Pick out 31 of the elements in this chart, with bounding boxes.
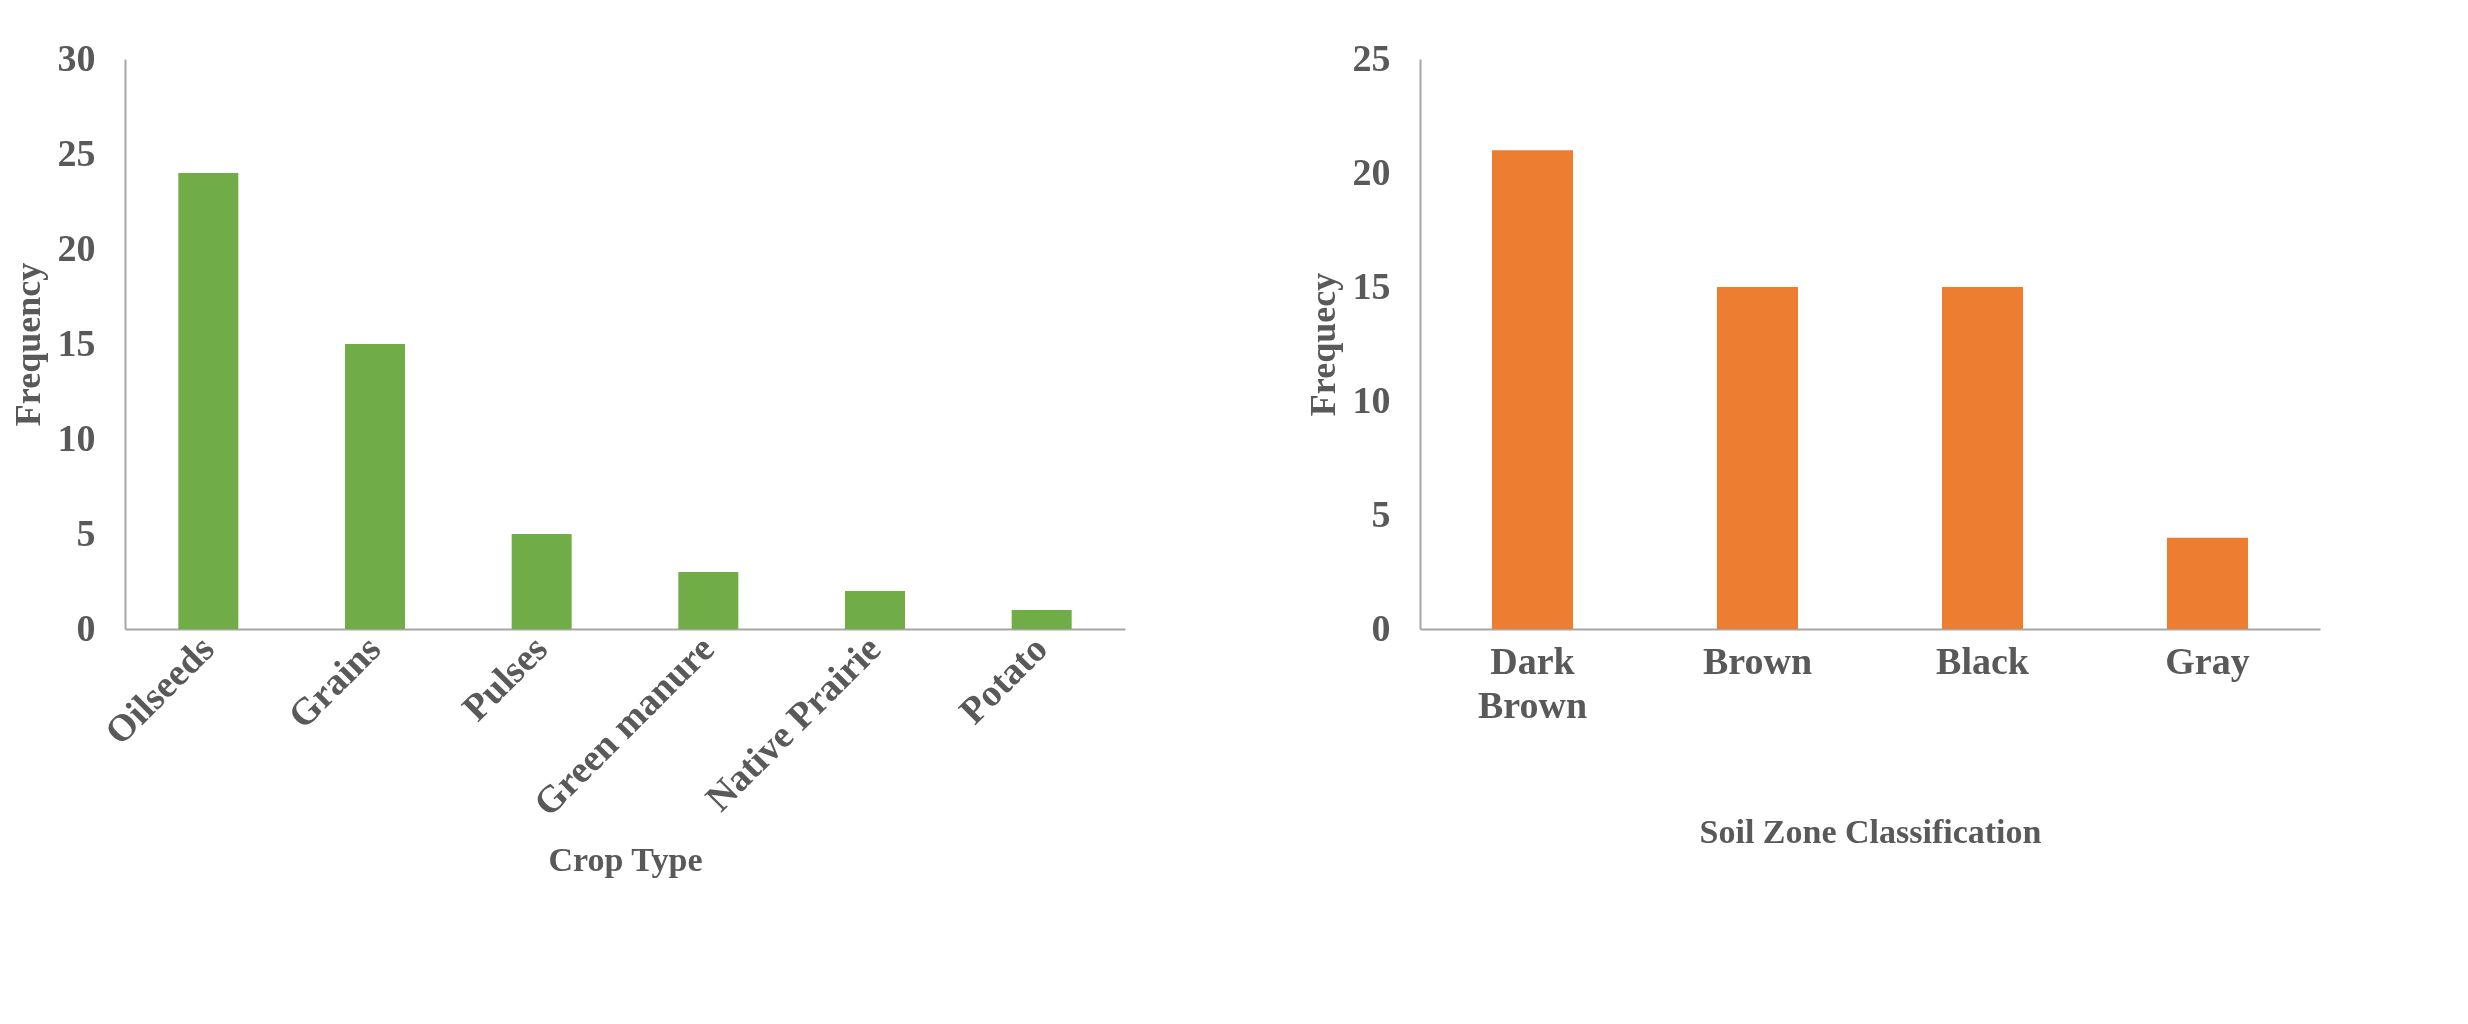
x-tick-label: Black [1936, 639, 2030, 682]
y-tick-label: 25 [1352, 36, 1391, 79]
bar [845, 591, 905, 629]
bar [1492, 150, 1573, 629]
x-axis-title: Soil Zone Classification [1699, 812, 2042, 850]
y-tick-label: 15 [1352, 264, 1391, 307]
bar [178, 173, 239, 629]
bar [345, 344, 405, 629]
y-axis-title: Frequency [7, 262, 48, 427]
y-tick-label: 20 [57, 226, 96, 269]
y-axis-title: Frequecy [1302, 272, 1343, 417]
y-tick-label: 5 [76, 511, 96, 554]
bar [1011, 610, 1072, 629]
y-tick-label: 5 [1371, 492, 1391, 535]
y-tick-label: 20 [1352, 150, 1391, 193]
bar [678, 572, 739, 629]
y-tick-label: 15 [57, 321, 96, 364]
x-axis-title: Crop Type [548, 840, 703, 878]
bar [1717, 287, 1798, 629]
y-tick-label: 10 [1352, 378, 1391, 421]
y-tick-label: 0 [76, 606, 96, 649]
bar [1942, 287, 2023, 629]
x-tick-label: Gray [2165, 639, 2250, 682]
y-tick-label: 30 [57, 36, 96, 79]
y-tick-label: 0 [1371, 606, 1391, 649]
bar [511, 534, 572, 629]
y-tick-label: 10 [57, 416, 96, 459]
y-tick-label: 25 [57, 131, 96, 174]
x-tick-label: Brown [1702, 639, 1813, 682]
x-tick-label: Dark Brown [1477, 639, 1588, 726]
bar [2167, 537, 2248, 629]
